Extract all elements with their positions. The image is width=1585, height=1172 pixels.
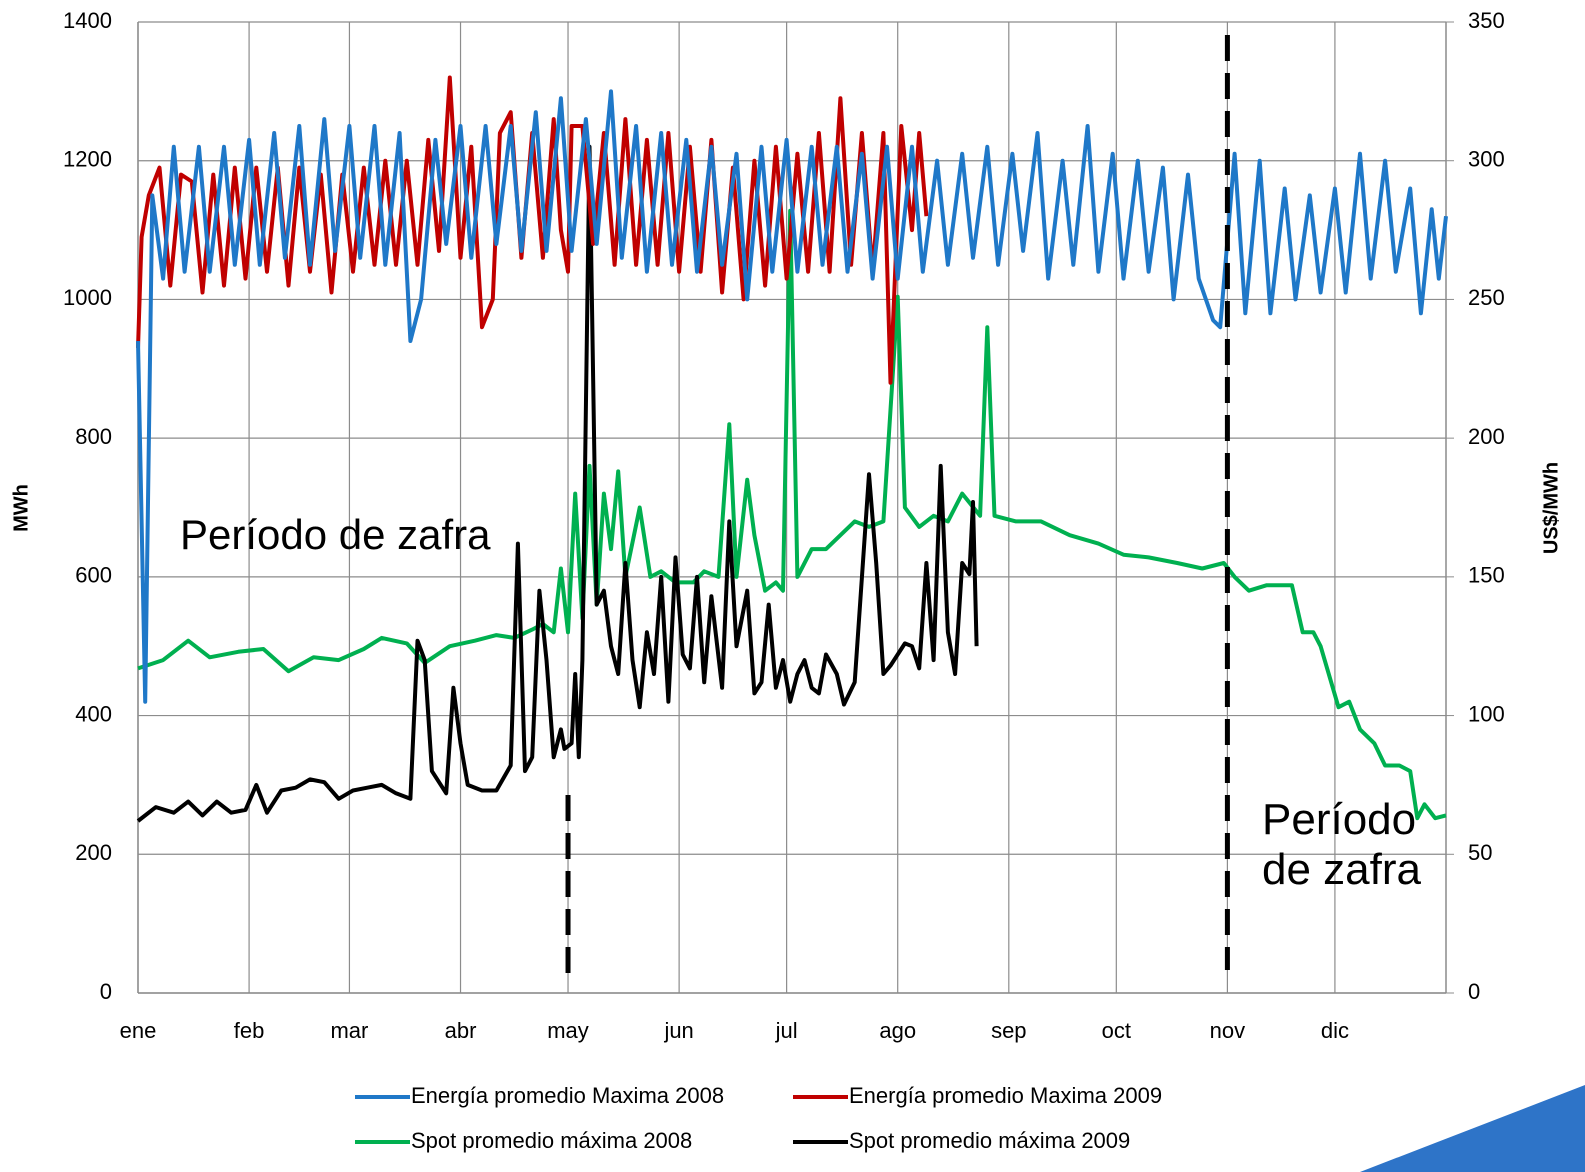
legend-label: Spot promedio máxima 2008: [411, 1128, 692, 1153]
y-axis-title: MWh: [10, 484, 32, 532]
x-tick-label: jun: [663, 1018, 693, 1043]
x-tick-label: dic: [1321, 1018, 1349, 1043]
annotation: Período de zafra: [1262, 795, 1421, 894]
x-tick-label: jul: [775, 1018, 798, 1043]
series-line: [137, 208, 1447, 821]
y-tick-label: 0: [100, 979, 112, 1004]
x-tick-label: mar: [330, 1018, 368, 1043]
y-tick-label: 1200: [63, 147, 112, 172]
y2-tick-label: 250: [1468, 285, 1505, 310]
y2-tick-label: 200: [1468, 424, 1505, 449]
y-tick-label: 400: [75, 701, 112, 726]
y2-tick-label: 150: [1468, 563, 1505, 588]
legend-label: Spot promedio máxima 2009: [849, 1128, 1130, 1153]
y-tick-label: 800: [75, 424, 112, 449]
x-tick-label: feb: [234, 1018, 265, 1043]
series-line: [136, 89, 1448, 704]
annotation: Período de zafra: [180, 511, 491, 558]
y-tick-label: 200: [75, 840, 112, 865]
legend-label: Energía promedio Maxima 2008: [411, 1083, 724, 1108]
y-tick-label: 1000: [63, 285, 112, 310]
series-line: [136, 75, 929, 385]
y2-tick-label: 350: [1468, 8, 1505, 33]
y2-tick-label: 0: [1468, 979, 1480, 1004]
x-tick-label: may: [547, 1018, 589, 1043]
y-tick-label: 600: [75, 563, 112, 588]
x-tick-label: abr: [445, 1018, 477, 1043]
x-tick-label: ago: [879, 1018, 916, 1043]
y-tick-label: 1400: [63, 8, 112, 33]
x-tick-label: ene: [120, 1018, 157, 1043]
y2-tick-label: 50: [1468, 840, 1492, 865]
y2-axis-title: US$/MWh: [1540, 462, 1562, 554]
series-line: [136, 144, 979, 823]
x-tick-label: nov: [1210, 1018, 1245, 1043]
x-tick-label: sep: [991, 1018, 1026, 1043]
legend-label: Energía promedio Maxima 2009: [849, 1083, 1162, 1108]
x-tick-label: oct: [1102, 1018, 1131, 1043]
y2-tick-label: 100: [1468, 701, 1505, 726]
y2-tick-label: 300: [1468, 147, 1505, 172]
corner-decoration: [1360, 1085, 1585, 1172]
